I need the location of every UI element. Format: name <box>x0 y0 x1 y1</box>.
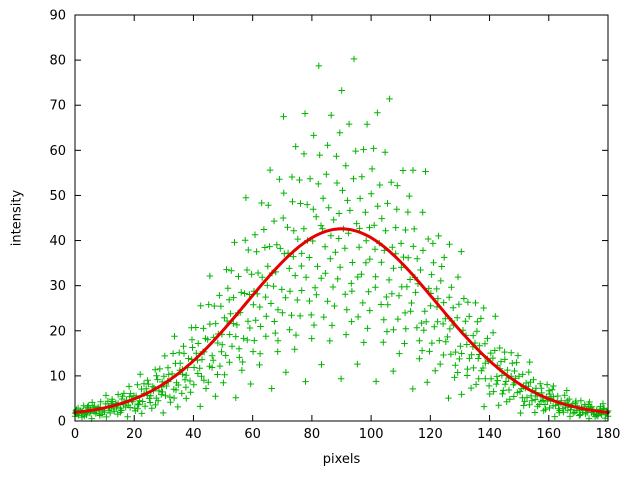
x-tick-label: 140 <box>477 427 502 442</box>
y-tick-label: 10 <box>49 369 66 384</box>
x-tick-label: 160 <box>536 427 561 442</box>
x-tick-label: 120 <box>418 427 443 442</box>
y-tick-label: 90 <box>49 9 66 24</box>
x-tick-label: 40 <box>185 427 202 442</box>
y-tick-label: 60 <box>49 144 66 159</box>
y-tick-label: 0 <box>58 415 66 430</box>
y-tick-label: 30 <box>49 279 66 294</box>
y-tick-label: 20 <box>49 324 66 339</box>
y-tick-label: 40 <box>49 234 66 249</box>
x-tick-label: 20 <box>126 427 143 442</box>
x-axis-title: pixels <box>322 452 361 467</box>
x-tick-label: 80 <box>304 427 321 442</box>
fit-curve-gaussian-fit-curve <box>73 227 610 414</box>
y-tick-label: 50 <box>49 189 66 204</box>
y-tick-label: 70 <box>49 99 66 114</box>
x-tick-label: 0 <box>71 427 79 442</box>
x-tick-label: 60 <box>244 427 261 442</box>
plot-border <box>74 14 609 422</box>
x-tick-label: 180 <box>596 427 621 442</box>
y-axis-title: intensity <box>9 189 25 247</box>
y-tick-label: 80 <box>49 54 66 69</box>
scatter-points-measured-intensity-points <box>71 55 612 422</box>
x-tick-label: 100 <box>359 427 384 442</box>
